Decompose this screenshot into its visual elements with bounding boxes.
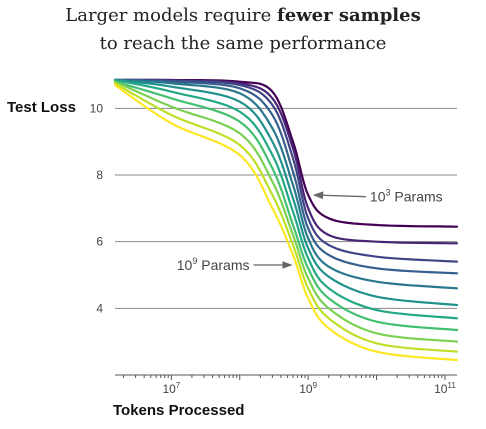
series-line-6: [113, 78, 459, 320]
title-line-1: Larger models require fewer samples: [0, 2, 486, 30]
y-axis-label: Test Loss: [7, 99, 76, 116]
annotation-label-0: 103 Params: [370, 188, 443, 205]
title-line-2: to reach the same performance: [99, 33, 387, 54]
x-tick-label: 1011: [434, 381, 456, 396]
x-tick-label: 109: [299, 381, 317, 396]
title-line-1-bold: fewer samples: [276, 5, 421, 26]
y-tick-label: 6: [96, 235, 103, 249]
series-line-4: [113, 78, 459, 290]
series-line-2: [113, 78, 459, 263]
y-tick-label: 10: [90, 101, 104, 115]
series-line-5: [113, 78, 459, 307]
series-line-9: [113, 82, 459, 353]
annotation-label-1: 109 Params: [177, 256, 250, 273]
y-tick-label: 8: [96, 168, 103, 182]
y-tick-label: 4: [96, 301, 103, 315]
chart-title: Larger models require fewer samples to r…: [0, 2, 486, 58]
series-line-3: [113, 78, 459, 275]
annotation-arrow-0: [312, 191, 366, 200]
series-line-7: [113, 80, 459, 332]
series-line-8: [113, 80, 459, 343]
x-axis-label: Tokens Processed: [113, 402, 245, 419]
title-line-1-text: Larger models require: [65, 5, 277, 26]
x-tick-label: 107: [162, 381, 180, 396]
series-line-10: [113, 83, 459, 362]
